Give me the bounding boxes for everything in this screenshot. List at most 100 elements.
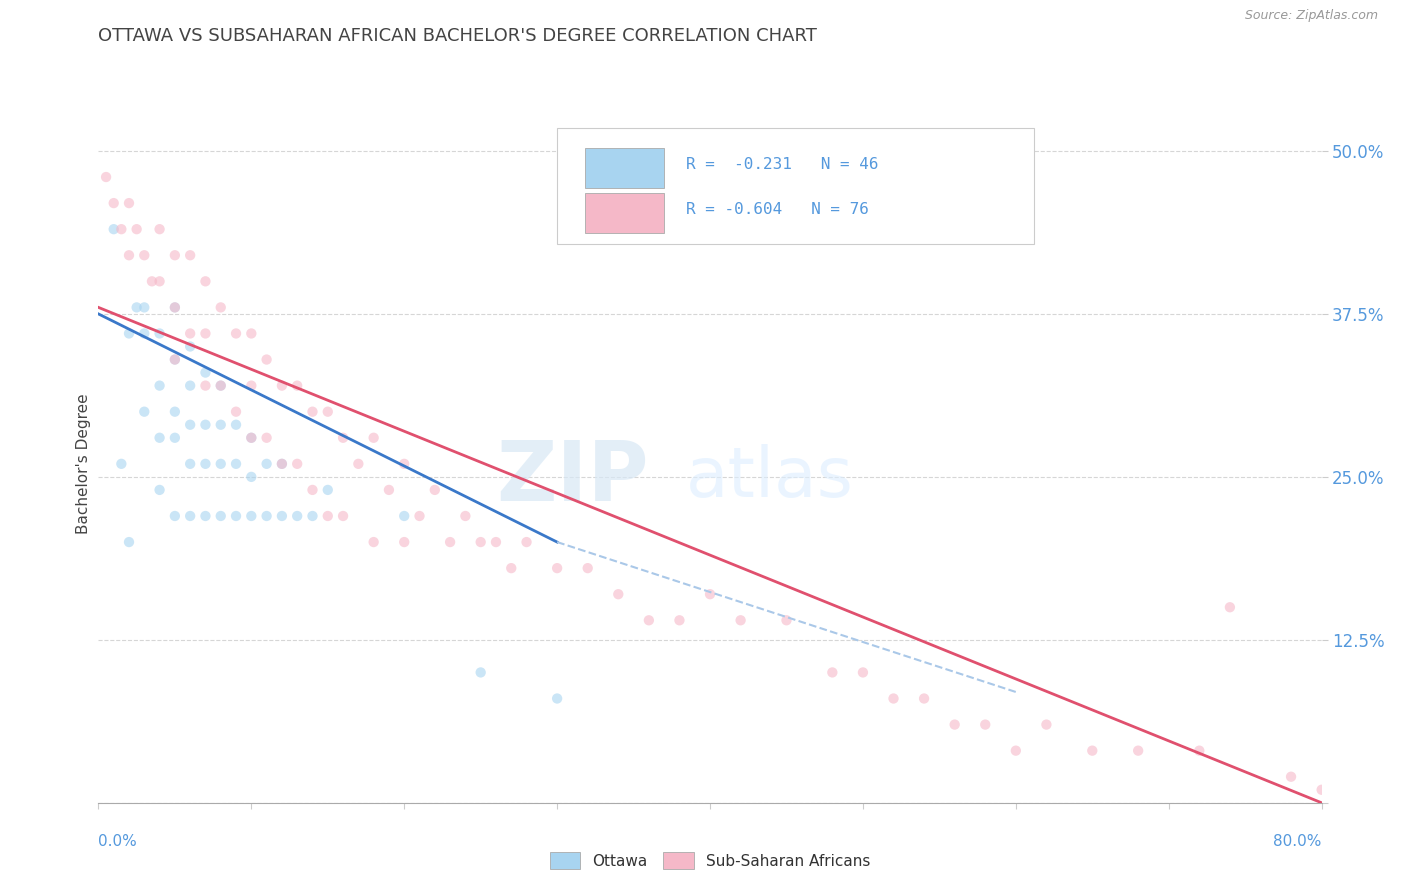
Point <box>163 405 186 419</box>
Point <box>392 508 416 523</box>
Point <box>256 352 278 367</box>
Point <box>240 431 263 445</box>
Point <box>256 457 278 471</box>
Point <box>775 613 797 627</box>
Point <box>378 483 401 497</box>
Point <box>316 405 339 419</box>
Point <box>103 222 125 236</box>
Point <box>912 691 935 706</box>
Point <box>179 248 201 262</box>
Text: atlas: atlas <box>686 444 853 511</box>
Point <box>179 457 201 471</box>
Point <box>163 301 186 315</box>
Point <box>546 561 568 575</box>
Point <box>209 417 232 432</box>
Point <box>852 665 875 680</box>
Point <box>179 378 201 392</box>
Point <box>240 326 263 341</box>
Point <box>285 378 308 392</box>
Point <box>179 417 201 432</box>
Text: Source: ZipAtlas.com: Source: ZipAtlas.com <box>1244 9 1378 22</box>
Point <box>179 339 201 353</box>
Point <box>134 248 156 262</box>
Text: OTTAWA VS SUBSAHARAN AFRICAN BACHELOR'S DEGREE CORRELATION CHART: OTTAWA VS SUBSAHARAN AFRICAN BACHELOR'S … <box>98 27 817 45</box>
Point <box>637 613 661 627</box>
Point <box>194 326 217 341</box>
Point <box>392 457 416 471</box>
Point <box>240 508 263 523</box>
Point <box>301 405 323 419</box>
Point <box>1310 782 1333 797</box>
Point <box>730 613 752 627</box>
Point <box>163 301 186 315</box>
Point <box>1188 744 1211 758</box>
Point <box>699 587 721 601</box>
Point <box>668 613 690 627</box>
Point <box>179 326 201 341</box>
Point <box>270 378 292 392</box>
Point <box>485 535 508 549</box>
Point <box>194 378 217 392</box>
Point <box>1004 744 1026 758</box>
Point <box>179 508 201 523</box>
Point <box>1081 744 1104 758</box>
Text: 80.0%: 80.0% <box>1274 834 1322 849</box>
Point <box>94 169 117 184</box>
Point <box>1402 782 1406 797</box>
Point <box>546 691 568 706</box>
Point <box>163 431 186 445</box>
Point <box>163 352 186 367</box>
Point <box>1341 782 1364 797</box>
Point <box>225 417 247 432</box>
Point <box>149 378 172 392</box>
Point <box>225 508 247 523</box>
Point <box>163 508 186 523</box>
Point <box>194 366 217 380</box>
Text: R =  -0.231   N = 46: R = -0.231 N = 46 <box>686 157 879 171</box>
FancyBboxPatch shape <box>585 148 664 188</box>
Point <box>149 222 172 236</box>
Point <box>1035 717 1057 731</box>
Point <box>209 378 232 392</box>
Point <box>194 417 217 432</box>
Point <box>209 508 232 523</box>
Point <box>103 196 125 211</box>
Point <box>285 508 308 523</box>
Point <box>110 457 132 471</box>
Point <box>118 248 141 262</box>
FancyBboxPatch shape <box>585 194 664 234</box>
Point <box>974 717 997 731</box>
Legend: Ottawa, Sub-Saharan Africans: Ottawa, Sub-Saharan Africans <box>544 846 876 875</box>
Point <box>134 301 156 315</box>
Point <box>225 457 247 471</box>
Point <box>134 405 156 419</box>
Point <box>141 274 163 288</box>
Point <box>576 561 599 575</box>
Point <box>149 431 172 445</box>
Point <box>194 274 217 288</box>
Point <box>607 587 630 601</box>
Point <box>347 457 370 471</box>
Y-axis label: Bachelor's Degree: Bachelor's Degree <box>76 393 91 534</box>
Point <box>516 535 538 549</box>
Point <box>194 508 217 523</box>
Point <box>501 561 523 575</box>
Point <box>225 326 247 341</box>
Point <box>301 508 323 523</box>
Point <box>256 431 278 445</box>
Point <box>209 378 232 392</box>
Point <box>332 431 354 445</box>
Point <box>363 431 385 445</box>
Point <box>1128 744 1150 758</box>
Point <box>125 222 148 236</box>
Point <box>408 508 430 523</box>
Point <box>439 535 461 549</box>
Point <box>1279 770 1302 784</box>
Point <box>363 535 385 549</box>
Text: R = -0.604   N = 76: R = -0.604 N = 76 <box>686 202 869 218</box>
Point <box>163 352 186 367</box>
Point <box>149 483 172 497</box>
Point <box>163 248 186 262</box>
Point <box>256 508 278 523</box>
Point <box>392 535 416 549</box>
